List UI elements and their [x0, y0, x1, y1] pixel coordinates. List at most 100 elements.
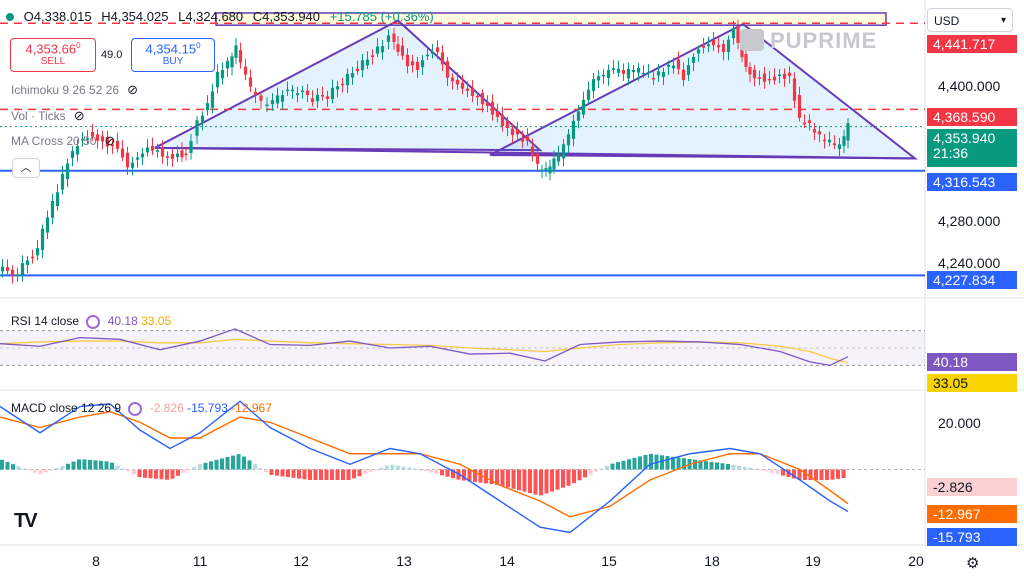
- candle-body: [581, 99, 586, 115]
- candle-body: [310, 98, 315, 103]
- rsi-ma-tag: 33.05: [927, 374, 1017, 392]
- tradingview-logo-icon[interactable]: TV: [14, 510, 38, 532]
- candle-body: [340, 83, 345, 86]
- macd-histogram-bar: [187, 469, 191, 471]
- candle-body: [440, 52, 445, 65]
- macd-histogram-bar: [104, 461, 109, 470]
- candle-body: [827, 139, 832, 143]
- candle-body: [80, 138, 85, 141]
- candle-body: [95, 134, 100, 141]
- macd-histogram-bar: [605, 465, 609, 470]
- macd-histogram-bar: [616, 462, 620, 470]
- eye-off-icon[interactable]: ⊘: [104, 133, 116, 148]
- macd-histogram-bar: [159, 469, 164, 480]
- candle-body: [748, 67, 752, 75]
- candle-body: [802, 122, 807, 125]
- macd-histogram-bar: [742, 466, 747, 470]
- watermark-text: PUPRIME: [770, 28, 878, 53]
- macd-histogram-bar: [77, 459, 81, 470]
- rsi-line: [0, 328, 849, 367]
- candle-body: [355, 68, 360, 72]
- gear-icon[interactable]: ⚙: [966, 555, 980, 572]
- macd-histogram-bar: [737, 465, 741, 470]
- indicator-vol[interactable]: Vol · Ticks ⊘: [11, 108, 85, 124]
- eye-off-icon[interactable]: ⊘: [127, 82, 138, 97]
- macd-histogram-bar: [264, 469, 268, 472]
- macd-label: MACD close 12 26 9: [11, 401, 122, 415]
- macd-histogram-bar: [137, 469, 142, 478]
- candle-body: [85, 138, 90, 140]
- candle-body: [716, 45, 721, 48]
- buy-price-sup: 0: [196, 41, 201, 50]
- macd-histogram-bar: [632, 457, 637, 470]
- macd-histogram-bar: [275, 469, 279, 476]
- macd-histogram-bar: [836, 469, 840, 479]
- candle-body: [571, 120, 576, 139]
- candle-body: [475, 95, 480, 98]
- candle-body: [817, 131, 822, 135]
- sell-price: 4,353.66: [25, 41, 77, 57]
- candle-body: [330, 87, 335, 100]
- candle-body: [215, 71, 220, 88]
- price-tick: 4,400.000: [938, 78, 1001, 94]
- macd-histogram-bar: [506, 469, 510, 488]
- candle-body: [10, 269, 15, 276]
- macd-line: [0, 400, 849, 534]
- candle-body: [160, 147, 165, 157]
- indicator-ichimoku[interactable]: Ichimoku 9 26 52 26 ⊘: [11, 82, 138, 98]
- macd-histogram-bar: [99, 460, 103, 470]
- candle-body: [35, 248, 40, 256]
- chevron-down-icon: ▾: [1000, 15, 1006, 26]
- macd-histogram-bar: [566, 469, 571, 486]
- buy-button[interactable]: 4,354.150 BUY: [131, 38, 215, 72]
- rsi-value: 40.18: [107, 314, 138, 328]
- candle-body: [591, 79, 596, 92]
- macd-histogram-bar: [726, 463, 730, 470]
- candle-body: [651, 78, 656, 80]
- macd-tick: 20.000: [938, 415, 981, 431]
- macd-histogram-bar: [473, 469, 477, 482]
- macd-histogram-bar: [5, 461, 10, 470]
- macd-histogram-bar: [374, 469, 378, 471]
- chevron-up-icon[interactable]: ︿: [12, 158, 40, 178]
- candle-body: [631, 69, 636, 73]
- candle-body: [125, 152, 130, 168]
- macd-histogram-bar: [16, 466, 21, 470]
- macd-histogram-bar: [286, 469, 290, 478]
- indicator-settings-icon[interactable]: [128, 402, 143, 416]
- candle-body: [405, 54, 410, 67]
- macd-histogram-bar: [341, 469, 345, 480]
- indicator-settings-icon[interactable]: [86, 315, 101, 329]
- candle-body: [767, 78, 772, 81]
- macd-histogram-bar: [841, 469, 846, 479]
- candle-body: [757, 77, 762, 79]
- macd-histogram-bar: [203, 462, 208, 470]
- candle-body: [400, 45, 405, 56]
- macd-histogram-bar: [121, 468, 125, 470]
- macd-histogram-bar: [242, 456, 246, 470]
- candle-body: [530, 146, 535, 157]
- candle-body: [782, 73, 787, 79]
- spread-value: 49.0: [101, 49, 123, 61]
- candle-body: [45, 217, 50, 233]
- candle-body: [626, 68, 631, 79]
- candle-body: [5, 267, 10, 271]
- candle-body: [220, 69, 225, 79]
- currency-select[interactable]: USD ▾: [927, 8, 1013, 32]
- macd-signal-tag: -12.967: [927, 505, 1017, 523]
- candle-body: [259, 95, 263, 101]
- macd-histogram-bar: [572, 469, 576, 484]
- candle-body: [445, 61, 450, 78]
- indicator-ma-cross[interactable]: MA Cross 20 50 ⊘: [11, 133, 115, 149]
- candle-body: [611, 68, 616, 71]
- candle-body: [25, 260, 30, 266]
- candle-body: [345, 73, 350, 86]
- macd-histogram-bar: [220, 458, 224, 470]
- macd-histogram-bar: [412, 468, 417, 470]
- sell-button[interactable]: 4,353.660 SELL: [10, 38, 96, 72]
- eye-off-icon[interactable]: ⊘: [73, 108, 85, 123]
- change-value: +15.785 (+0.36%): [329, 9, 434, 24]
- candle-body: [410, 61, 415, 66]
- candle-body: [510, 128, 515, 136]
